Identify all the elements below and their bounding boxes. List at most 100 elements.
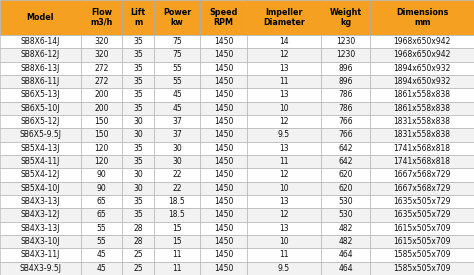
Bar [370,48,474,62]
Bar [200,248,247,262]
Text: 320: 320 [94,37,109,46]
Text: 464: 464 [338,251,353,260]
Bar [122,262,155,275]
Bar [155,128,200,142]
Text: Weight
kg: Weight kg [329,8,362,27]
Text: 150: 150 [94,117,109,126]
Bar [247,235,321,248]
Bar [81,262,122,275]
Bar [122,101,155,115]
Bar [200,262,247,275]
Text: 1450: 1450 [214,237,233,246]
Text: 1450: 1450 [214,37,233,46]
Bar [200,222,247,235]
Bar [122,155,155,168]
Text: 1615x505x709: 1615x505x709 [393,237,451,246]
Text: 786: 786 [338,90,353,100]
Bar [200,182,247,195]
Text: 11: 11 [279,77,289,86]
Bar [370,142,474,155]
Text: 200: 200 [94,104,109,113]
Bar [370,128,474,142]
Bar [321,235,370,248]
Bar [155,248,200,262]
Text: 35: 35 [133,77,143,86]
Bar [0,155,81,168]
Text: 642: 642 [338,157,353,166]
Text: 55: 55 [97,224,106,233]
Bar [370,62,474,75]
Text: 28: 28 [134,237,143,246]
Bar [321,262,370,275]
Bar [122,75,155,88]
Bar [247,208,321,222]
Text: 1450: 1450 [214,251,233,260]
Text: 1968x650x942: 1968x650x942 [393,37,451,46]
Bar [0,222,81,235]
Bar [370,262,474,275]
Bar [81,88,122,101]
Bar [155,48,200,62]
Bar [122,142,155,155]
Text: 11: 11 [279,251,289,260]
Bar [370,208,474,222]
Bar [200,195,247,208]
Bar [321,62,370,75]
Bar [155,155,200,168]
Bar [155,142,200,155]
Bar [247,115,321,128]
Text: 35: 35 [133,37,143,46]
Bar [155,0,200,35]
Text: 620: 620 [338,184,353,193]
Text: 22: 22 [173,170,182,180]
Text: 13: 13 [279,64,289,73]
Bar [370,155,474,168]
Text: 200: 200 [94,90,109,100]
Bar [321,182,370,195]
Bar [81,48,122,62]
Bar [247,168,321,182]
Bar [370,88,474,101]
Text: 12: 12 [279,117,289,126]
Bar [321,155,370,168]
Text: 786: 786 [338,104,353,113]
Text: 150: 150 [94,130,109,139]
Text: 482: 482 [338,237,353,246]
Bar [247,128,321,142]
Text: 482: 482 [338,224,353,233]
Bar [370,182,474,195]
Bar [0,235,81,248]
Text: 464: 464 [338,264,353,273]
Text: 1450: 1450 [214,170,233,180]
Text: 35: 35 [133,104,143,113]
Text: 120: 120 [94,144,109,153]
Text: 25: 25 [133,264,143,273]
Bar [0,101,81,115]
Text: 1230: 1230 [336,37,355,46]
Bar [200,48,247,62]
Bar [155,35,200,48]
Bar [155,88,200,101]
Bar [200,62,247,75]
Text: 1585x505x709: 1585x505x709 [393,264,451,273]
Bar [0,48,81,62]
Text: Flow
m3/h: Flow m3/h [91,8,113,27]
Text: 530: 530 [338,197,353,206]
Text: Dimensions
mm: Dimensions mm [396,8,448,27]
Bar [81,222,122,235]
Text: SB6X5-13J: SB6X5-13J [21,90,60,100]
Text: 35: 35 [133,144,143,153]
Bar [200,35,247,48]
Text: 9.5: 9.5 [278,130,290,139]
Bar [0,75,81,88]
Bar [122,208,155,222]
Bar [81,101,122,115]
Text: 1894x650x932: 1894x650x932 [393,64,451,73]
Bar [247,62,321,75]
Bar [370,0,474,35]
Text: 272: 272 [94,77,109,86]
Text: 13: 13 [279,224,289,233]
Text: SB8X6-13J: SB8X6-13J [21,64,60,73]
Bar [81,248,122,262]
Bar [122,62,155,75]
